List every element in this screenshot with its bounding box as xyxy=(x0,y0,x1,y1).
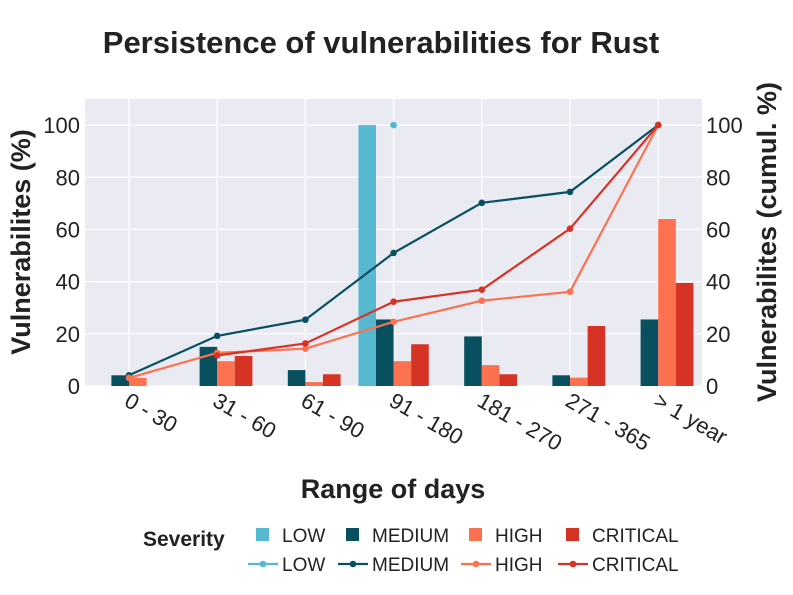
bar-medium xyxy=(640,319,659,386)
y-tick-label: 40 xyxy=(56,270,80,295)
point-critical xyxy=(654,121,662,129)
point-medium xyxy=(390,249,397,257)
legend-title: Severity xyxy=(143,528,225,551)
y-tick-label: 60 xyxy=(56,217,80,242)
x-tick-label: 31 - 60 xyxy=(209,388,281,444)
point-high xyxy=(478,297,486,304)
legend-marker-critical xyxy=(569,560,577,568)
point-critical xyxy=(478,286,486,294)
bar-critical xyxy=(323,374,341,386)
point-high xyxy=(390,318,397,326)
y-tick-label: 80 xyxy=(56,165,80,190)
bar-critical xyxy=(411,344,429,386)
x-axis: 0 - 30 31 - 60 61 - 90 91 - 180 181 - 270271… xyxy=(121,388,732,456)
bar-medium xyxy=(464,336,482,386)
bar-critical xyxy=(587,325,606,386)
chart-title: Persistence of vulnerabilities for Rust xyxy=(103,25,659,60)
point-medium xyxy=(302,316,309,324)
legend-label-low: LOW xyxy=(282,526,325,547)
legend-label-critical: CRITICAL xyxy=(592,526,679,547)
bar-critical xyxy=(675,282,694,386)
x-tick-label: 0 - 30 xyxy=(121,388,182,438)
legend-swatch-medium xyxy=(346,528,359,541)
line-critical xyxy=(217,124,660,357)
point-high xyxy=(302,345,309,352)
y2-tick-label: 40 xyxy=(706,270,730,295)
legend-bar-entries: LOW MEDIUM HIGH CRITICAL xyxy=(256,526,679,547)
bar-high xyxy=(217,361,235,386)
y2-axis-label: Vulnerabilites (cumul. %) xyxy=(752,82,782,402)
y2-tick-label: 20 xyxy=(706,322,730,347)
bar-high xyxy=(305,382,323,386)
x-tick-label: 61 - 90 xyxy=(297,388,369,444)
legend-line-label-high: HIGH xyxy=(495,555,543,576)
legend-marker-low xyxy=(259,560,267,568)
bar-high xyxy=(658,219,676,386)
y-tick-label: 100 xyxy=(43,113,80,138)
legend-swatch-critical xyxy=(566,528,579,541)
bars xyxy=(111,125,694,386)
legend-swatch-high xyxy=(469,528,482,541)
bar-medium xyxy=(287,370,306,386)
y2-tick-label: 80 xyxy=(706,165,730,190)
legend-label-high: HIGH xyxy=(495,526,543,547)
legend-marker-medium xyxy=(349,560,357,568)
point-high xyxy=(566,288,574,296)
point-high xyxy=(125,374,133,382)
bar-medium xyxy=(376,319,394,386)
point-medium xyxy=(566,188,574,196)
bar-low xyxy=(358,125,376,386)
legend-line-label-low: LOW xyxy=(282,555,325,576)
y-axis-label: Vulnerabilites (%) xyxy=(6,129,36,355)
y-axis-left: 0 20 40 60 80 100 xyxy=(43,113,80,399)
x-tick-label: > 1 year xyxy=(650,388,732,450)
x-tick-label: 91 - 180 xyxy=(385,388,467,450)
x-tick-label: 181 - 270 xyxy=(473,388,566,456)
bar-critical xyxy=(234,355,253,386)
point-critical xyxy=(566,225,574,232)
x-axis-label: Range of days xyxy=(301,474,486,504)
legend-line-label-medium: MEDIUM xyxy=(372,555,449,576)
y-tick-label: 0 xyxy=(68,374,80,399)
y2-tick-label: 0 xyxy=(706,374,718,399)
bar-high xyxy=(393,361,412,386)
x-tick-label: 271 - 365 xyxy=(562,388,655,456)
bar-high xyxy=(481,365,500,386)
point-critical xyxy=(213,352,221,359)
point-medium xyxy=(478,199,486,207)
bar-high xyxy=(129,377,147,386)
bar-critical xyxy=(499,374,517,386)
y-axis-right: 0 20 40 60 80 100 xyxy=(706,113,743,399)
point-medium xyxy=(213,332,221,340)
bar-medium xyxy=(552,375,570,386)
y2-tick-label: 100 xyxy=(706,113,743,138)
legend-marker-high xyxy=(472,560,480,568)
y-tick-label: 20 xyxy=(56,322,80,347)
legend-swatch-low xyxy=(256,528,269,541)
bar-medium xyxy=(111,375,129,386)
legend-label-medium: MEDIUM xyxy=(372,526,449,547)
point-critical xyxy=(302,340,309,347)
point-low xyxy=(390,121,397,129)
legend: Severity LOW MEDIUM HIGH CRITICAL LOW MEDIUM… xyxy=(143,526,679,576)
legend-line-entries: LOW MEDIUM HIGH CRITICAL xyxy=(248,555,679,576)
point-critical xyxy=(390,298,397,306)
legend-line-label-critical: CRITICAL xyxy=(592,555,679,576)
lines xyxy=(125,121,662,382)
y2-tick-label: 60 xyxy=(706,217,730,242)
bar-high xyxy=(570,377,588,386)
